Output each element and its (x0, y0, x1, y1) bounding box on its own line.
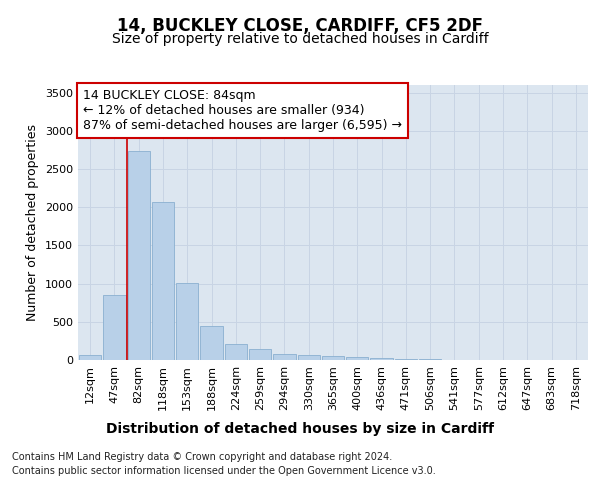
Text: 14 BUCKLEY CLOSE: 84sqm
← 12% of detached houses are smaller (934)
87% of semi-d: 14 BUCKLEY CLOSE: 84sqm ← 12% of detache… (83, 89, 402, 132)
Bar (346, 357, 368, 360)
Bar (103, 295, 125, 360)
Text: Distribution of detached houses by size in Cardiff: Distribution of detached houses by size … (106, 422, 494, 436)
Text: Size of property relative to detached houses in Cardiff: Size of property relative to detached ho… (112, 32, 488, 46)
Bar (298, 355, 320, 360)
Y-axis label: Number of detached properties: Number of detached properties (26, 124, 40, 321)
Bar (176, 283, 199, 360)
Bar (224, 344, 247, 360)
Bar (200, 326, 223, 360)
Bar (273, 354, 296, 360)
Text: Contains public sector information licensed under the Open Government Licence v3: Contains public sector information licen… (12, 466, 436, 476)
Bar (79, 356, 101, 360)
Bar (152, 202, 174, 360)
Bar (395, 358, 417, 360)
Bar (322, 356, 344, 360)
Text: 14, BUCKLEY CLOSE, CARDIFF, CF5 2DF: 14, BUCKLEY CLOSE, CARDIFF, CF5 2DF (117, 18, 483, 36)
Bar (249, 349, 271, 360)
Bar (370, 358, 393, 360)
Text: Contains HM Land Registry data © Crown copyright and database right 2024.: Contains HM Land Registry data © Crown c… (12, 452, 392, 462)
Bar (128, 152, 150, 360)
